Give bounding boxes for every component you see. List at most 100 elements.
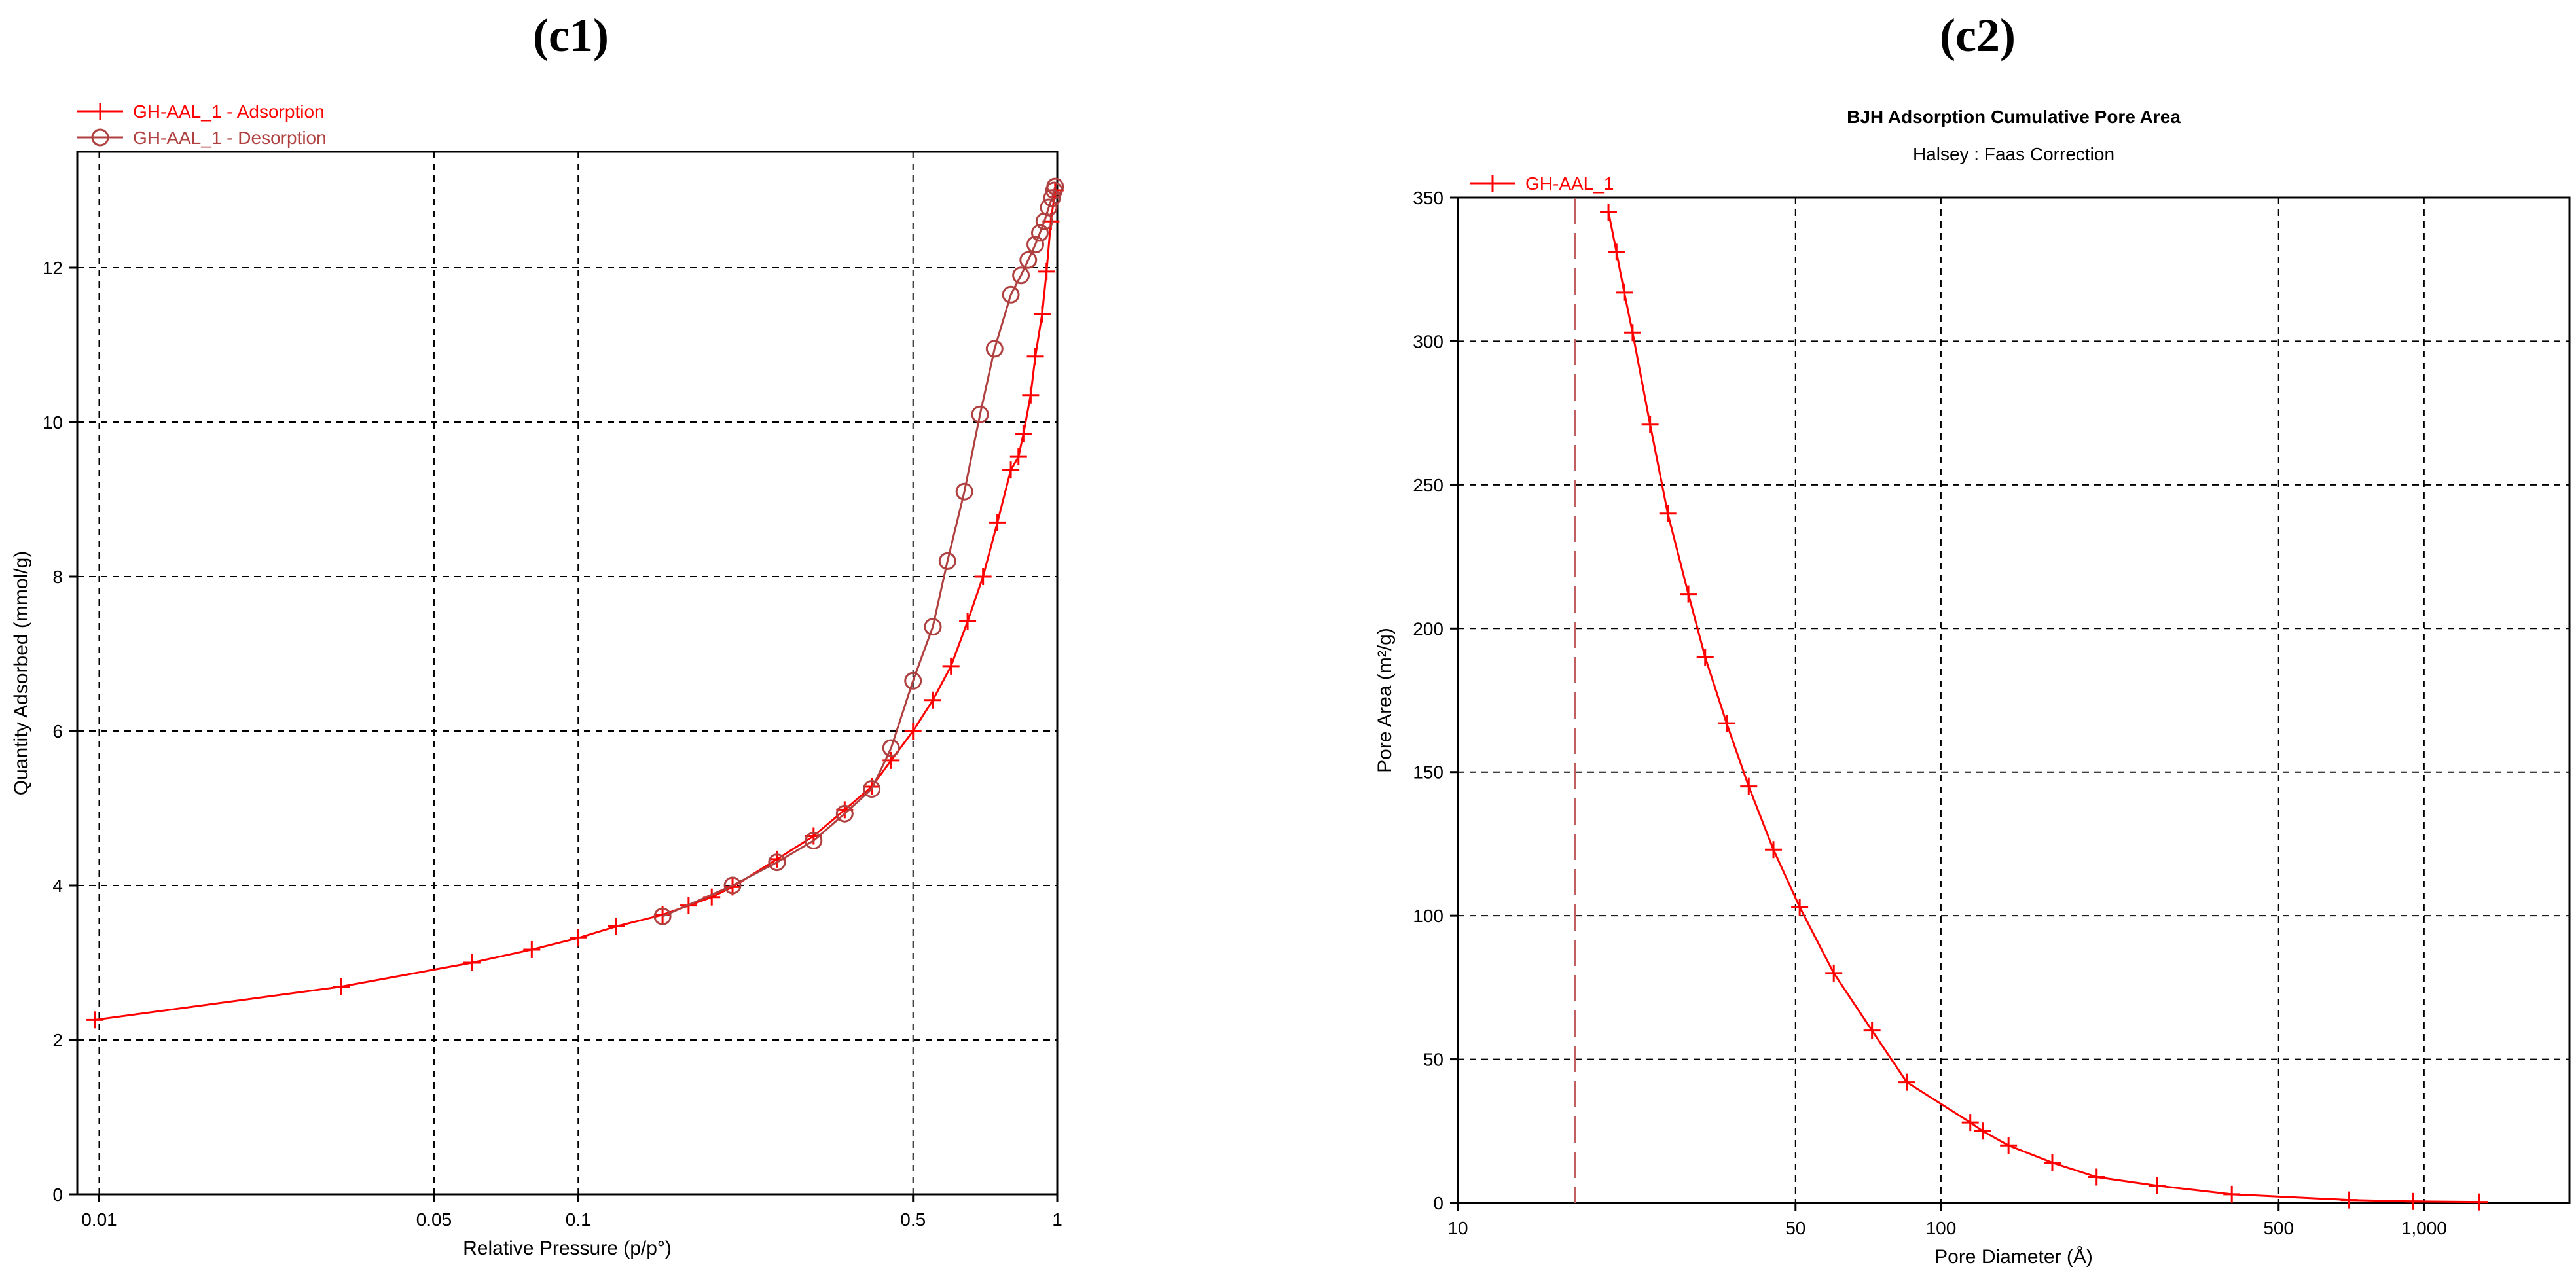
data-point: [1740, 777, 1758, 795]
y-tick-label: 300: [1413, 331, 1443, 351]
data-point: [1863, 1022, 1881, 1039]
data-point: [523, 940, 541, 958]
y-tick-label: 6: [52, 721, 63, 741]
x-tick-label: 1,000: [2401, 1218, 2447, 1238]
data-point: [1045, 181, 1063, 200]
data-point: [955, 482, 973, 501]
legend-label: GH-AAL_1: [1525, 173, 1614, 194]
data-point: [863, 780, 881, 798]
x-tick-label: 0.05: [416, 1209, 452, 1230]
data-point: [942, 657, 960, 675]
data-point: [985, 340, 1004, 358]
y-tick-label: 4: [52, 876, 63, 896]
y-tick-label: 2: [52, 1030, 63, 1050]
data-point: [723, 876, 742, 895]
data-point: [86, 1011, 104, 1029]
y-tick-label: 10: [43, 412, 63, 433]
legend-label: GH-AAL_1 - Desorption: [133, 128, 327, 148]
x-axis-label: Pore Diameter (Å): [1934, 1246, 2093, 1268]
data-point: [938, 552, 956, 570]
data-point: [924, 691, 942, 709]
data-point: [1961, 1114, 1979, 1132]
data-point: [1002, 461, 1020, 479]
series-line: [662, 186, 1057, 918]
y-tick-label: 350: [1413, 188, 1443, 208]
y-tick-label: 0: [52, 1185, 63, 1205]
data-point: [1624, 324, 1641, 342]
panel-label: (c1): [533, 9, 609, 62]
data-point: [1038, 262, 1055, 280]
data-point: [2148, 1177, 2166, 1194]
plot-frame: [76, 151, 1059, 1196]
y-tick-label: 12: [43, 258, 63, 278]
data-point: [1031, 224, 1049, 242]
x-tick-label: 0.1: [566, 1209, 591, 1230]
data-point: [1718, 715, 1735, 732]
x-tick-label: 1: [1052, 1209, 1062, 1230]
data-point: [1974, 1122, 1991, 1140]
x-tick-label: 100: [1926, 1218, 1957, 1238]
data-point: [2470, 1193, 2488, 1211]
data-point: [1002, 285, 1020, 304]
data-point: [2404, 1192, 2422, 1210]
data-point: [805, 832, 823, 850]
y-axis-label: Quantity Adsorbed (mmol/g): [10, 551, 32, 796]
data-point: [2223, 1185, 2241, 1203]
data-point: [1012, 266, 1030, 285]
y-tick-label: 200: [1413, 618, 1443, 639]
data-point: [974, 568, 992, 585]
data-point: [2340, 1191, 2358, 1209]
data-point: [1026, 236, 1045, 254]
data-point: [959, 613, 977, 630]
data-point: [2043, 1154, 2061, 1171]
isotherm-chart: (c1) 0 2 4 6 8 10 12 0.01 0.05 0.1 0.5 1 Relative Pre…: [10, 9, 1064, 1259]
series-line: [1607, 211, 2479, 1204]
data-point: [1022, 386, 1040, 404]
data-point: [1009, 448, 1027, 466]
data-point: [1659, 505, 1677, 522]
panel-label: (c2): [1940, 9, 2016, 62]
data-point: [835, 804, 854, 823]
data-point: [1641, 416, 1659, 433]
y-tick-label: 100: [1413, 906, 1443, 926]
y-tick-label: 0: [1433, 1193, 1443, 1213]
data-point: [924, 618, 942, 636]
y-tick-label: 50: [1423, 1050, 1443, 1070]
x-tick-label: 500: [2263, 1218, 2294, 1238]
chart-title: BJH Adsorption Cumulative Pore Area: [1847, 107, 2181, 127]
data-point: [1680, 585, 1697, 603]
data-point: [1035, 212, 1053, 230]
data-point: [1898, 1073, 1915, 1091]
data-point: [608, 918, 625, 935]
data-point: [1791, 898, 1809, 916]
data-point: [463, 954, 481, 971]
chart-subtitle: Halsey : Faas Correction: [1913, 144, 2114, 164]
y-tick-label: 250: [1413, 475, 1443, 495]
data-point: [1015, 425, 1032, 442]
x-tick-label: 10: [1447, 1218, 1468, 1238]
data-point: [1033, 305, 1051, 323]
data-point: [904, 723, 922, 740]
y-tick-label: 8: [52, 567, 63, 587]
data-point: [570, 929, 587, 947]
series-0: [1600, 203, 2488, 1211]
data-point: [653, 907, 672, 925]
x-axis-label: Relative Pressure (p/p°): [463, 1238, 672, 1259]
data-point: [989, 514, 1006, 531]
data-point: [333, 978, 350, 995]
x-tick-label: 50: [1785, 1218, 1805, 1238]
legend-entry: GH-AAL_1 - Adsorption: [77, 101, 325, 122]
data-point: [1026, 348, 1044, 365]
data-point: [768, 853, 786, 872]
series-0: [86, 182, 1064, 1029]
data-point: [971, 405, 989, 423]
y-axis-label: Pore Area (m²/g): [1374, 628, 1396, 773]
data-point: [1608, 243, 1625, 261]
data-point: [882, 739, 900, 757]
y-tick-label: 150: [1413, 762, 1443, 783]
data-point: [2088, 1168, 2105, 1186]
x-tick-label: 0.01: [81, 1209, 117, 1230]
legend-entry: GH-AAL_1: [1470, 173, 1614, 194]
data-point: [1616, 283, 1633, 301]
data-point: [1043, 189, 1061, 207]
